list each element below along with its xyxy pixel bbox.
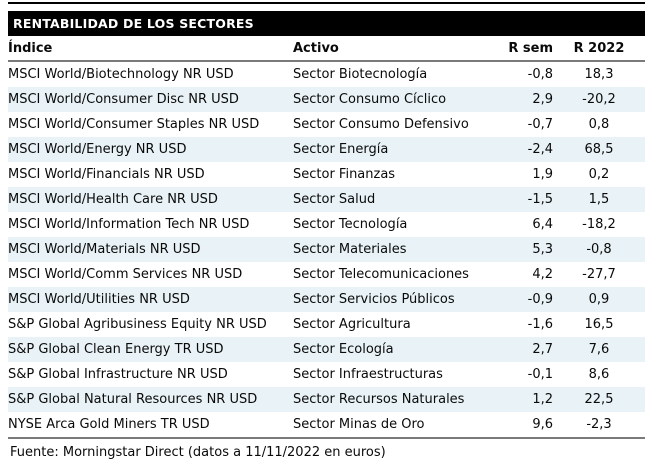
index-cell: MSCI World/Energy NR USD <box>8 142 187 157</box>
top-rule <box>8 2 645 4</box>
ytd-return-cell: 7,6 <box>588 342 610 357</box>
sector-returns-panel: RENTABILIDAD DE LOS SECTORES Índice Acti… <box>8 2 645 460</box>
asset-cell: Sector Agricultura <box>293 317 411 332</box>
table-row: MSCI World/Consumer Disc NR USD Sector C… <box>8 87 645 112</box>
asset-cell: Sector Ecología <box>293 342 394 357</box>
index-cell: MSCI World/Consumer Disc NR USD <box>8 92 239 107</box>
asset-cell: Sector Materiales <box>293 242 407 257</box>
ytd-return-cell: -0,8 <box>586 242 612 257</box>
table-row: S&P Global Natural Resources NR USD Sect… <box>8 387 645 412</box>
ytd-return-cell: 8,6 <box>588 367 610 382</box>
index-cell: S&P Global Infrastructure NR USD <box>8 367 228 382</box>
weekly-return-cell: 4,2 <box>532 267 553 282</box>
column-header-activo: Activo <box>293 36 508 62</box>
index-cell: MSCI World/Biotechnology NR USD <box>8 67 234 82</box>
table-row: S&P Global Clean Energy TR USD Sector Ec… <box>8 337 645 362</box>
index-cell: S&P Global Agribusiness Equity NR USD <box>8 317 267 332</box>
table-row: NYSE Arca Gold Miners TR USD Sector Mina… <box>8 412 645 438</box>
weekly-return-cell: -1,6 <box>527 317 553 332</box>
table-row: MSCI World/Energy NR USD Sector Energía … <box>8 137 645 162</box>
ytd-return-cell: -27,7 <box>582 267 616 282</box>
weekly-return-cell: 2,9 <box>532 92 553 107</box>
index-cell: MSCI World/Consumer Staples NR USD <box>8 117 260 132</box>
asset-cell: Sector Infraestructuras <box>293 367 443 382</box>
table-row: MSCI World/Materials NR USD Sector Mater… <box>8 237 645 262</box>
table-row: S&P Global Agribusiness Equity NR USD Se… <box>8 312 645 337</box>
index-cell: MSCI World/Comm Services NR USD <box>8 267 243 282</box>
ytd-return-cell: 18,3 <box>584 67 614 82</box>
ytd-return-cell: -2,3 <box>586 417 612 432</box>
column-header-indice: Índice <box>8 36 293 62</box>
asset-cell: Sector Tecnología <box>293 217 408 232</box>
weekly-return-cell: -1,5 <box>527 192 553 207</box>
ytd-return-cell: 68,5 <box>584 142 614 157</box>
index-cell: MSCI World/Information Tech NR USD <box>8 217 250 232</box>
weekly-return-cell: 1,2 <box>532 392 553 407</box>
asset-cell: Sector Telecomunicaciones <box>293 267 469 282</box>
table-header: Índice Activo R sem R 2022 <box>8 36 645 62</box>
asset-cell: Sector Finanzas <box>293 167 396 182</box>
ytd-return-cell: 0,8 <box>588 117 610 132</box>
weekly-return-cell: -0,8 <box>527 67 553 82</box>
panel-title-bar: RENTABILIDAD DE LOS SECTORES <box>8 11 645 36</box>
table-row: MSCI World/Utilities NR USD Sector Servi… <box>8 287 645 312</box>
index-cell: S&P Global Clean Energy TR USD <box>8 342 224 357</box>
table-row: S&P Global Infrastructure NR USD Sector … <box>8 362 645 387</box>
ytd-return-cell: 0,9 <box>588 292 610 307</box>
source-note: Fuente: Morningstar Direct (datos a 11/1… <box>10 445 386 460</box>
table-header-row: Índice Activo R sem R 2022 <box>8 36 645 62</box>
weekly-return-cell: -0,9 <box>527 292 553 307</box>
ytd-return-cell: 22,5 <box>584 392 614 407</box>
index-cell: MSCI World/Utilities NR USD <box>8 292 190 307</box>
index-cell: S&P Global Natural Resources NR USD <box>8 392 258 407</box>
table-row: MSCI World/Comm Services NR USD Sector T… <box>8 262 645 287</box>
weekly-return-cell: 2,7 <box>532 342 553 357</box>
weekly-return-cell: -2,4 <box>527 142 553 157</box>
asset-cell: Sector Salud <box>293 192 376 207</box>
table-row: MSCI World/Information Tech NR USD Secto… <box>8 212 645 237</box>
table-row: MSCI World/Health Care NR USD Sector Sal… <box>8 187 645 212</box>
column-header-r-sem: R sem <box>508 36 553 62</box>
asset-cell: Sector Recursos Naturales <box>293 392 465 407</box>
weekly-return-cell: 5,3 <box>532 242 553 257</box>
asset-cell: Sector Minas de Oro <box>293 417 425 432</box>
asset-cell: Sector Energía <box>293 142 389 157</box>
asset-cell: Sector Consumo Defensivo <box>293 117 469 132</box>
column-header-r-2022: R 2022 <box>553 36 645 62</box>
ytd-return-cell: 0,2 <box>588 167 610 182</box>
table-row: MSCI World/Consumer Staples NR USD Secto… <box>8 112 645 137</box>
index-cell: MSCI World/Health Care NR USD <box>8 192 218 207</box>
index-cell: MSCI World/Materials NR USD <box>8 242 201 257</box>
index-cell: NYSE Arca Gold Miners TR USD <box>8 417 210 432</box>
weekly-return-cell: -0,7 <box>527 117 553 132</box>
sector-returns-table: Índice Activo R sem R 2022 MSCI World/Bi… <box>8 36 645 439</box>
panel-title: RENTABILIDAD DE LOS SECTORES <box>13 16 254 31</box>
table-row: MSCI World/Financials NR USD Sector Fina… <box>8 162 645 187</box>
ytd-return-cell: -20,2 <box>582 92 616 107</box>
weekly-return-cell: 1,9 <box>532 167 553 182</box>
index-cell: MSCI World/Financials NR USD <box>8 167 205 182</box>
weekly-return-cell: 6,4 <box>532 217 553 232</box>
ytd-return-cell: 1,5 <box>588 192 610 207</box>
weekly-return-cell: -0,1 <box>527 367 553 382</box>
weekly-return-cell: 9,6 <box>532 417 553 432</box>
ytd-return-cell: 16,5 <box>584 317 614 332</box>
table-row: MSCI World/Biotechnology NR USD Sector B… <box>8 61 645 87</box>
asset-cell: Sector Servicios Públicos <box>293 292 455 307</box>
asset-cell: Sector Consumo Cíclico <box>293 92 447 107</box>
asset-cell: Sector Biotecnología <box>293 67 428 82</box>
ytd-return-cell: -18,2 <box>582 217 616 232</box>
table-body: MSCI World/Biotechnology NR USD Sector B… <box>8 61 645 438</box>
